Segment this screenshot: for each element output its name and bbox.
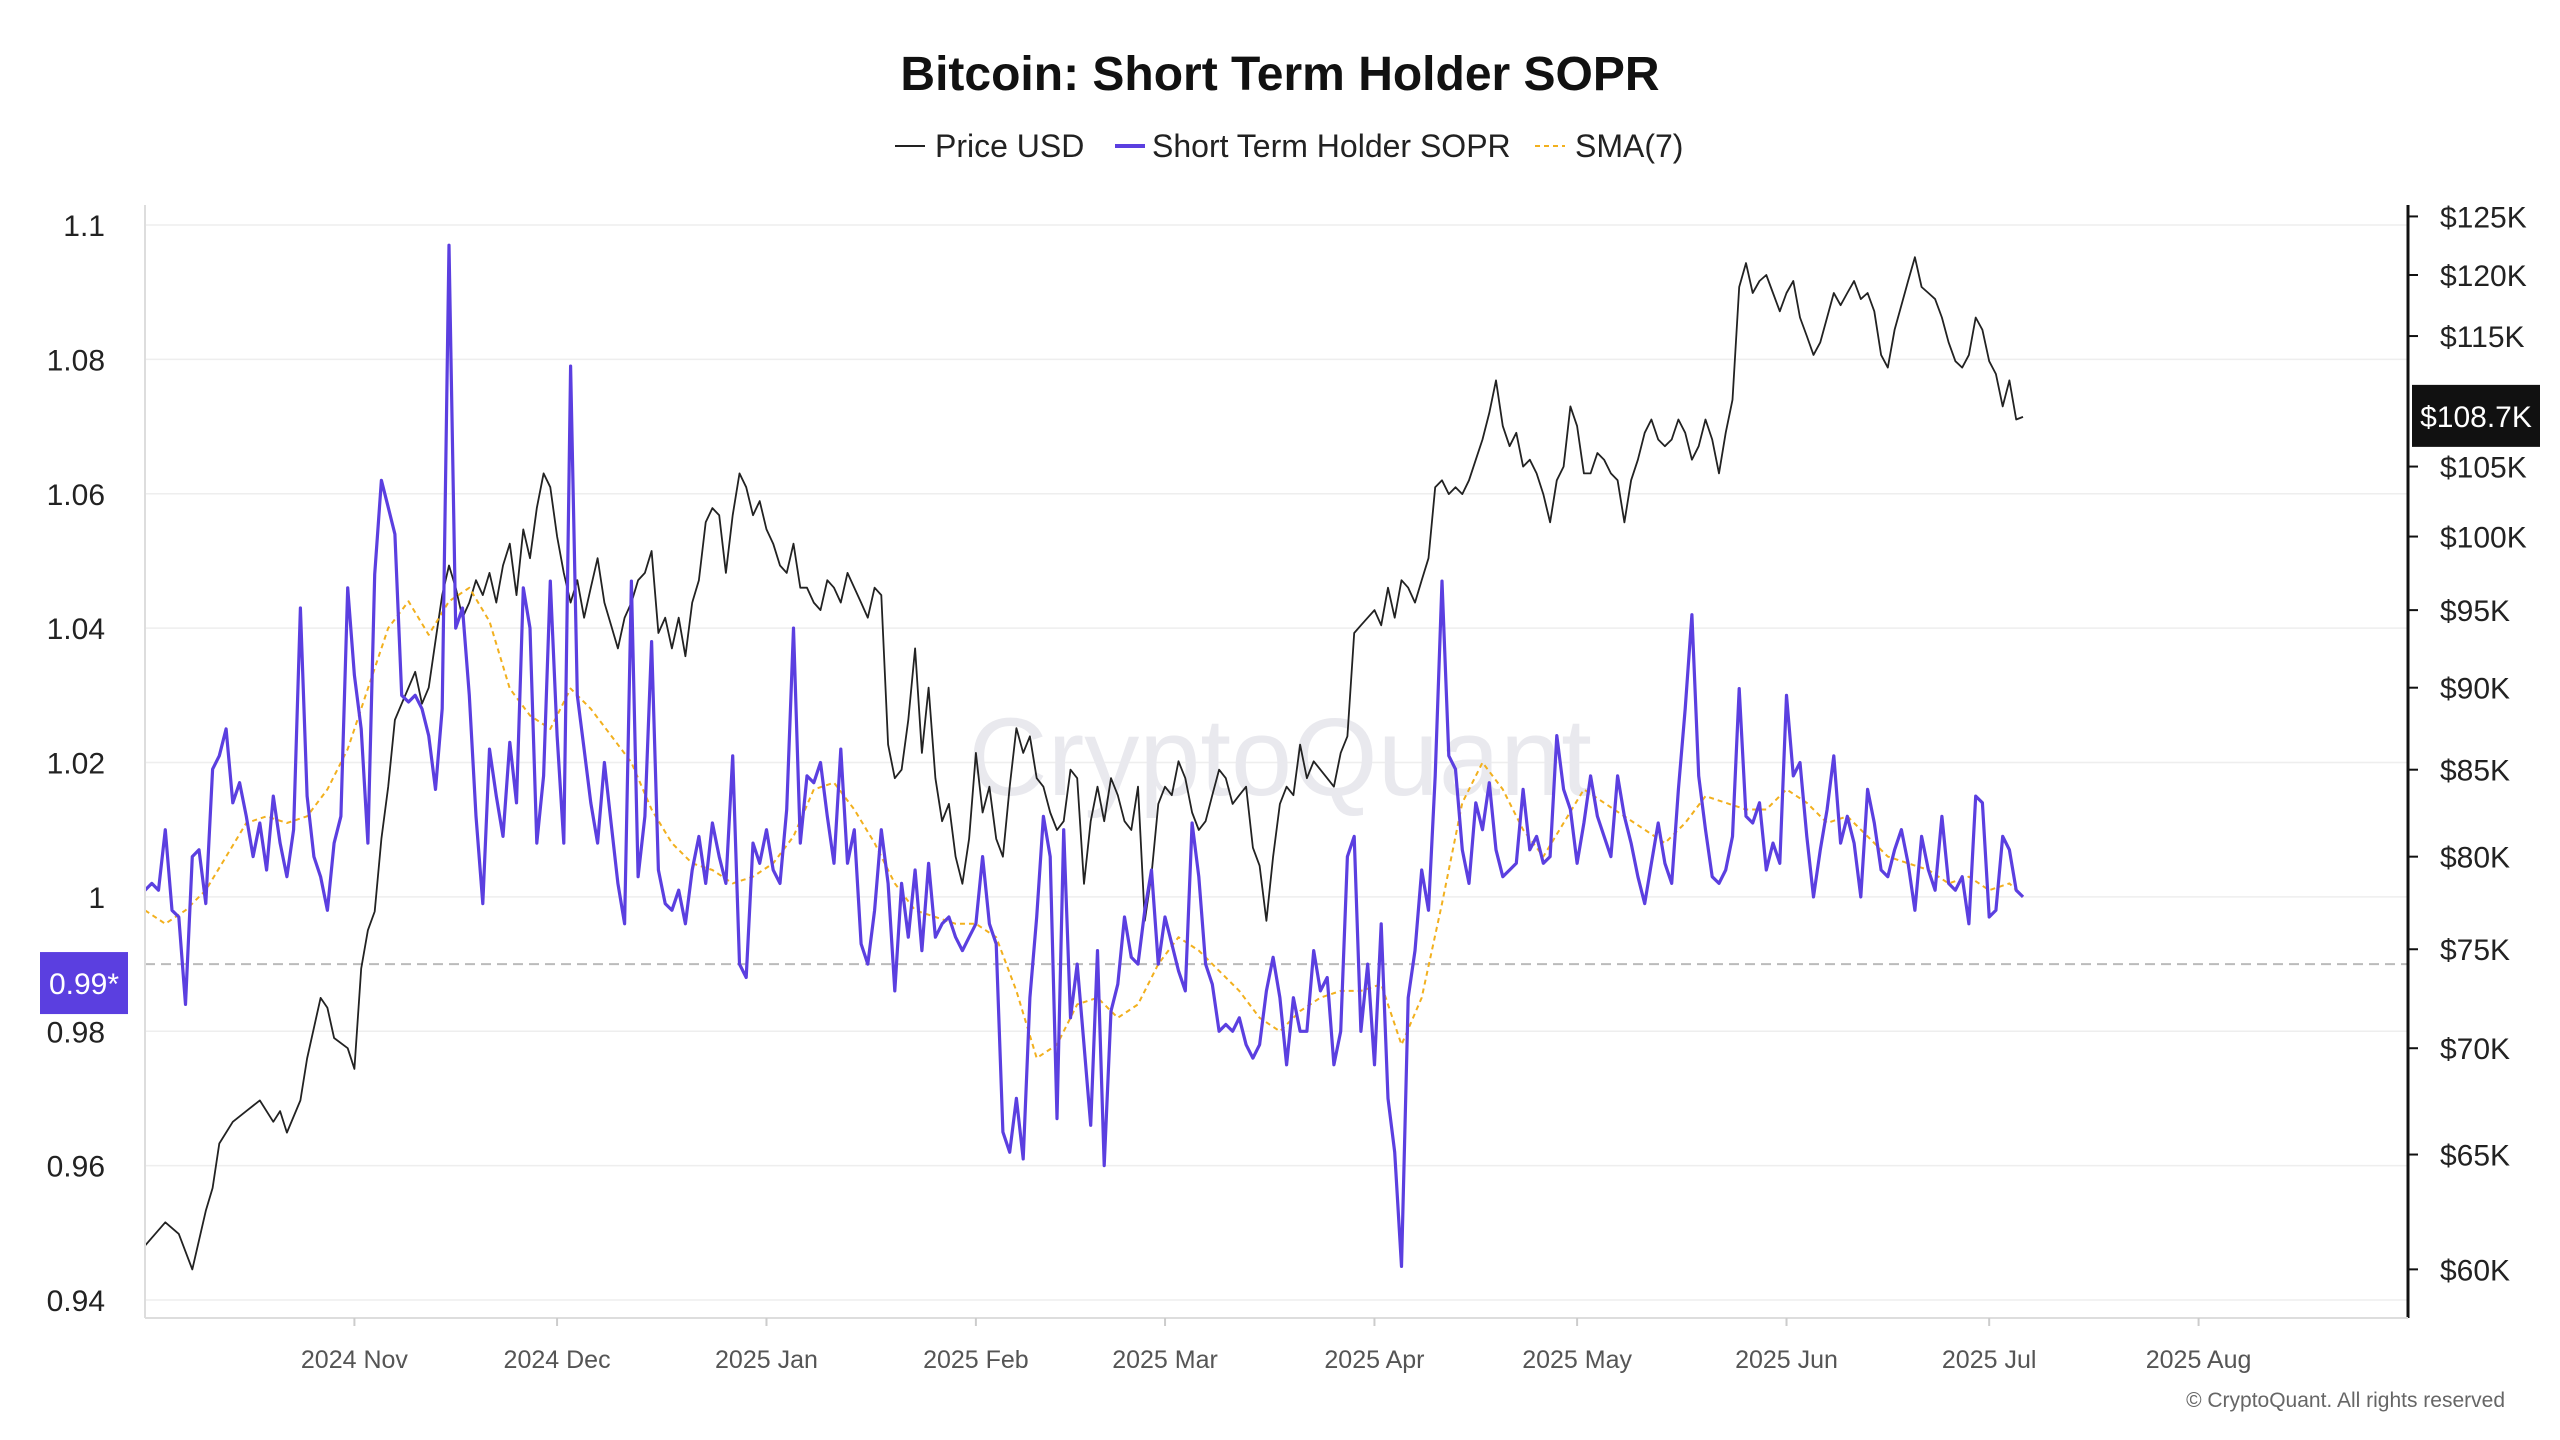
legend-label-2: SMA(7) — [1575, 128, 1683, 164]
sopr-value-badge — [40, 952, 128, 1015]
right-tick-label: $60K — [2440, 1254, 2510, 1287]
x-tick-label: 2025 Aug — [2146, 1346, 2252, 1374]
price-value-badge — [2412, 384, 2540, 447]
grid — [145, 224, 2408, 1301]
right-tick-label: $105K — [2440, 452, 2527, 485]
value-badges: 0.99* $108.7K — [40, 384, 2540, 1015]
series-sopr-line — [143, 243, 2025, 1268]
right-tick-label: $100K — [2440, 522, 2527, 555]
left-tick-label: 1.08 — [47, 344, 105, 377]
x-axis-ticks: 2024 Nov 2024 Dec 2025 Jan 2025 Feb 2025 Mar… — [301, 1318, 2252, 1374]
legend: Price USD Short Term Holder SOPR SMA(7) — [895, 128, 1683, 164]
x-tick-label: 2024 Dec — [504, 1346, 611, 1374]
right-tick-label: $85K — [2440, 755, 2510, 788]
right-tick-label: $80K — [2440, 842, 2510, 875]
left-tick-label: 1.06 — [47, 479, 105, 512]
right-tick-label: $75K — [2440, 934, 2510, 967]
left-tick-label: 1 — [88, 882, 105, 915]
left-axis-ticks: 0.94 0.96 0.98 1 1.02 1.04 1.06 1.08 1.1 — [47, 210, 105, 1318]
right-tick-label: $70K — [2440, 1033, 2510, 1066]
price-value-badge-label: $108.7K — [2420, 401, 2532, 434]
sopr-value-badge-label: 0.99* — [49, 968, 119, 1001]
x-tick-label: 2025 Jul — [1942, 1346, 2037, 1374]
legend-label-0: Price USD — [935, 128, 1084, 164]
x-tick-label: 2025 Feb — [923, 1346, 1029, 1374]
right-tick-label: $65K — [2440, 1140, 2510, 1173]
left-tick-label: 0.98 — [47, 1016, 105, 1049]
right-tick-label: $120K — [2440, 260, 2527, 293]
x-tick-label: 2025 Apr — [1324, 1346, 1424, 1374]
left-tick-label: 1.04 — [47, 613, 105, 646]
x-tick-label: 2025 Jan — [715, 1346, 818, 1374]
right-tick-label: $95K — [2440, 595, 2510, 628]
series-layer — [143, 243, 2408, 1271]
x-tick-label: 2025 Jun — [1735, 1346, 1838, 1374]
left-tick-label: 0.94 — [47, 1285, 105, 1318]
legend-label-1: Short Term Holder SOPR — [1152, 128, 1511, 164]
chart-title: Bitcoin: Short Term Holder SOPR — [900, 48, 1659, 101]
x-tick-label: 2024 Nov — [301, 1346, 409, 1374]
right-tick-label: $90K — [2440, 673, 2510, 706]
right-tick-label: $115K — [2440, 321, 2525, 354]
left-tick-label: 1.1 — [63, 210, 105, 243]
series-sma-line — [144, 586, 2024, 1060]
right-axis-ticks: $60K $65K $70K $75K $80K $85K $90K $95K $100K $10… — [2408, 201, 2527, 1287]
copyright-credit: © CryptoQuant. All rights reserved — [2186, 1389, 2505, 1412]
x-tick-label: 2025 Mar — [1112, 1346, 1218, 1374]
x-tick-label: 2025 May — [1522, 1346, 1632, 1374]
series-price-line — [144, 256, 2024, 1271]
left-tick-label: 0.96 — [47, 1151, 105, 1184]
watermark: CryptoQuant — [968, 696, 1592, 819]
right-tick-label: $125K — [2440, 201, 2527, 234]
left-tick-label: 1.02 — [47, 748, 105, 781]
